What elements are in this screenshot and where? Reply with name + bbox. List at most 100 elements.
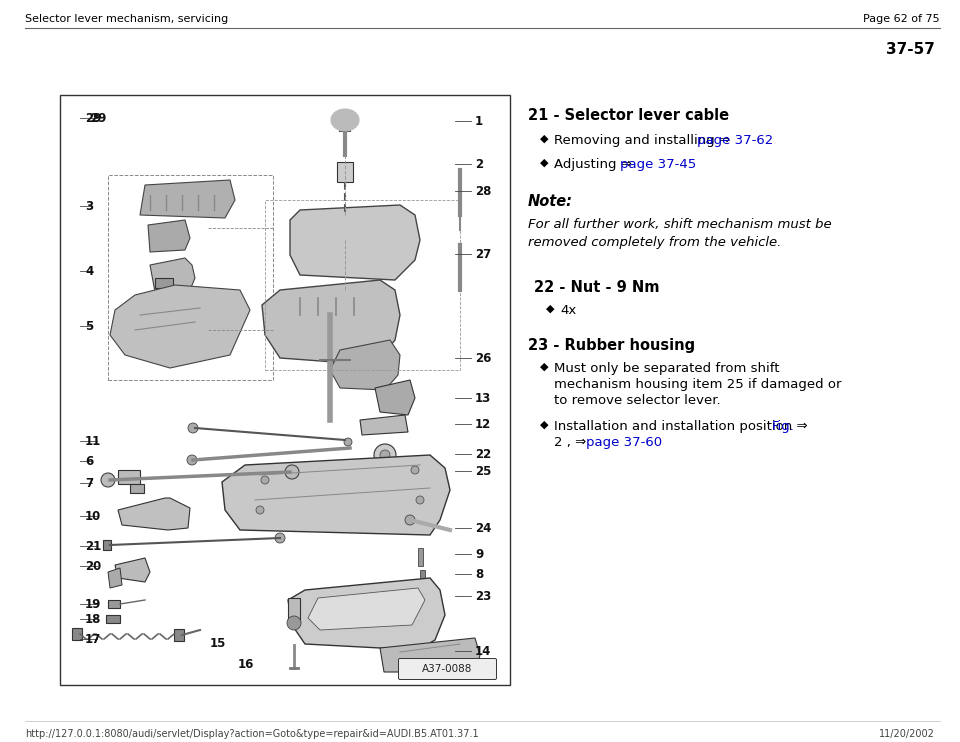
Text: 3: 3 bbox=[85, 200, 93, 213]
Circle shape bbox=[411, 466, 419, 474]
Bar bbox=[155, 278, 173, 288]
Text: ◆: ◆ bbox=[540, 158, 548, 168]
Bar bbox=[265, 200, 460, 370]
Text: page 37-45: page 37-45 bbox=[620, 158, 696, 171]
Text: Page 62 of 75: Page 62 of 75 bbox=[863, 14, 940, 24]
Text: 16: 16 bbox=[238, 658, 254, 671]
Bar bbox=[118, 470, 140, 484]
Text: 21: 21 bbox=[85, 540, 101, 553]
Text: mechanism housing item 25 if damaged or: mechanism housing item 25 if damaged or bbox=[554, 378, 842, 391]
Text: 12: 12 bbox=[475, 418, 492, 431]
Text: 15: 15 bbox=[210, 637, 227, 650]
Bar bbox=[420, 570, 425, 588]
Text: Fig.: Fig. bbox=[771, 420, 794, 433]
Text: 26: 26 bbox=[475, 352, 492, 365]
Text: 27: 27 bbox=[475, 248, 492, 261]
Text: ◆: ◆ bbox=[540, 134, 548, 144]
Text: 5: 5 bbox=[85, 320, 93, 333]
Polygon shape bbox=[150, 258, 195, 292]
Text: 17: 17 bbox=[85, 633, 101, 646]
Circle shape bbox=[256, 506, 264, 514]
Text: 21 - Selector lever cable: 21 - Selector lever cable bbox=[528, 108, 730, 123]
Text: 1: 1 bbox=[475, 115, 483, 128]
Polygon shape bbox=[148, 220, 190, 252]
Circle shape bbox=[344, 438, 352, 446]
Polygon shape bbox=[308, 588, 425, 630]
Bar bbox=[288, 598, 300, 623]
Bar bbox=[418, 548, 423, 566]
Text: http://127.0.0.1:8080/audi/servlet/Display?action=Goto&type=repair&id=AUDI.B5.AT: http://127.0.0.1:8080/audi/servlet/Displ… bbox=[25, 729, 479, 739]
Text: A37-0088: A37-0088 bbox=[421, 664, 472, 674]
Bar bbox=[130, 484, 144, 493]
Bar bbox=[174, 629, 184, 641]
Polygon shape bbox=[290, 205, 420, 280]
Circle shape bbox=[416, 496, 424, 504]
Circle shape bbox=[275, 533, 285, 543]
Text: page 37-60: page 37-60 bbox=[586, 436, 662, 449]
Circle shape bbox=[380, 450, 390, 460]
Text: 6: 6 bbox=[85, 455, 93, 468]
Text: to remove selector lever.: to remove selector lever. bbox=[554, 394, 721, 407]
Polygon shape bbox=[330, 340, 400, 390]
Text: 10: 10 bbox=[85, 510, 101, 523]
Polygon shape bbox=[222, 455, 450, 535]
Text: Note:: Note: bbox=[528, 194, 573, 209]
Text: Must only be separated from shift: Must only be separated from shift bbox=[554, 362, 780, 375]
Ellipse shape bbox=[331, 109, 359, 131]
Text: ◆: ◆ bbox=[546, 304, 555, 314]
Text: page 37-62: page 37-62 bbox=[697, 134, 773, 147]
Text: 2 , ⇒: 2 , ⇒ bbox=[554, 436, 590, 449]
Circle shape bbox=[187, 455, 197, 465]
Bar bbox=[106, 615, 120, 623]
Circle shape bbox=[101, 473, 115, 487]
Circle shape bbox=[405, 515, 415, 525]
Text: 9: 9 bbox=[475, 548, 483, 561]
Polygon shape bbox=[108, 568, 122, 588]
Circle shape bbox=[188, 423, 198, 433]
Text: 7: 7 bbox=[85, 477, 93, 490]
FancyBboxPatch shape bbox=[398, 658, 496, 680]
Text: For all further work, shift mechanism must be
removed completely from the vehicl: For all further work, shift mechanism mu… bbox=[528, 218, 831, 249]
Text: 18: 18 bbox=[85, 613, 102, 626]
Text: 37-57: 37-57 bbox=[886, 42, 935, 57]
Bar bbox=[108, 175, 273, 380]
Polygon shape bbox=[375, 380, 415, 415]
Text: ◆: ◆ bbox=[540, 420, 548, 430]
Polygon shape bbox=[288, 578, 445, 650]
Circle shape bbox=[374, 444, 396, 466]
Polygon shape bbox=[118, 498, 190, 530]
Bar bbox=[103, 540, 111, 550]
Text: 19: 19 bbox=[85, 598, 102, 611]
Text: 22 - Nut - 9 Nm: 22 - Nut - 9 Nm bbox=[534, 280, 660, 295]
Bar bbox=[337, 162, 353, 182]
Text: 25: 25 bbox=[475, 465, 492, 478]
Polygon shape bbox=[110, 285, 250, 368]
Text: 29: 29 bbox=[90, 112, 107, 125]
Text: 11: 11 bbox=[85, 435, 101, 448]
Circle shape bbox=[285, 465, 299, 479]
Text: 4: 4 bbox=[85, 265, 93, 278]
Text: 28: 28 bbox=[475, 185, 492, 198]
Text: Installation and installation position ⇒: Installation and installation position ⇒ bbox=[554, 420, 812, 433]
Text: Removing and installing ⇒: Removing and installing ⇒ bbox=[554, 134, 734, 147]
Polygon shape bbox=[140, 180, 235, 218]
Text: 22: 22 bbox=[475, 448, 492, 461]
Bar bbox=[72, 628, 82, 640]
Circle shape bbox=[261, 476, 269, 484]
Polygon shape bbox=[262, 280, 400, 365]
Text: 23: 23 bbox=[475, 590, 492, 603]
Circle shape bbox=[287, 616, 301, 630]
Text: ◆: ◆ bbox=[540, 362, 548, 372]
Text: 2: 2 bbox=[475, 158, 483, 171]
Text: 4x: 4x bbox=[560, 304, 576, 317]
Text: 20: 20 bbox=[85, 560, 101, 573]
Bar bbox=[60, 95, 510, 685]
Polygon shape bbox=[360, 415, 408, 435]
Text: 29: 29 bbox=[85, 112, 102, 125]
Text: Adjusting ⇒: Adjusting ⇒ bbox=[554, 158, 636, 171]
Text: Selector lever mechanism, servicing: Selector lever mechanism, servicing bbox=[25, 14, 228, 24]
Text: 11/20/2002: 11/20/2002 bbox=[879, 729, 935, 739]
Polygon shape bbox=[115, 558, 150, 582]
Text: 13: 13 bbox=[475, 392, 492, 405]
Bar bbox=[108, 600, 120, 608]
